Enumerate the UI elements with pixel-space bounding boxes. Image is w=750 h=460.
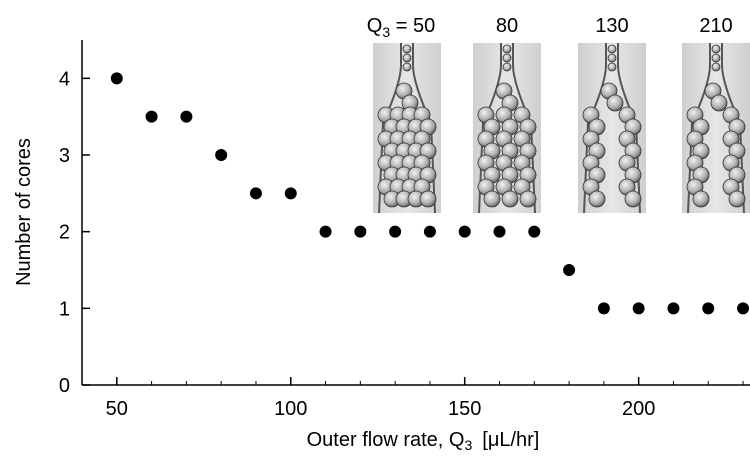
droplet xyxy=(607,53,617,63)
data-point xyxy=(319,225,332,238)
data-point xyxy=(458,225,471,238)
data-point xyxy=(597,302,610,315)
data-point xyxy=(563,264,576,276)
inset-image: 80 xyxy=(473,15,541,214)
y-tick-label: 4 xyxy=(59,68,70,90)
x-axis-title: Outer flow rate, Q3 [μL/hr] xyxy=(307,429,540,453)
droplet xyxy=(402,62,412,72)
inset-image: 210 xyxy=(682,15,750,214)
data-point xyxy=(632,302,645,315)
data-point xyxy=(110,72,123,85)
y-tick-label: 1 xyxy=(59,298,70,320)
droplet xyxy=(402,53,412,63)
droplet xyxy=(711,53,721,63)
data-point xyxy=(145,110,158,123)
droplet xyxy=(711,44,721,54)
y-tick-label: 0 xyxy=(59,375,70,397)
droplet xyxy=(711,62,721,72)
droplet xyxy=(419,190,437,208)
tick-group: 0 1 2 3 4 50 100 150 200 xyxy=(59,68,744,420)
x-tick-label: 100 xyxy=(274,398,307,420)
data-point xyxy=(249,187,262,200)
data-point xyxy=(737,302,750,315)
inset-images: Q3 = 50 80 130 210 xyxy=(367,15,750,214)
data-point xyxy=(389,225,402,238)
inset-label: 210 xyxy=(699,15,732,37)
droplet xyxy=(501,190,519,208)
droplet xyxy=(607,44,617,54)
y-tick-label: 2 xyxy=(59,222,70,244)
data-point xyxy=(493,225,506,238)
data-point xyxy=(423,225,436,238)
inset-label: Q3 = 50 xyxy=(367,15,435,40)
y-tick-label: 3 xyxy=(59,145,70,167)
droplet xyxy=(692,190,710,208)
droplet xyxy=(728,190,746,208)
data-point xyxy=(528,225,541,238)
data-point xyxy=(702,302,715,315)
data-point xyxy=(284,187,297,200)
x-tick-label: 200 xyxy=(622,398,655,420)
inset-label: 80 xyxy=(496,15,518,37)
inset-image: 130 xyxy=(578,15,646,214)
droplet xyxy=(519,190,537,208)
droplet xyxy=(502,44,512,54)
inset-image: Q3 = 50 xyxy=(367,15,441,214)
x-tick-label: 150 xyxy=(448,398,481,420)
x-tick-label: 50 xyxy=(106,398,128,420)
droplet xyxy=(588,190,606,208)
inset-label: 130 xyxy=(595,15,628,37)
droplet xyxy=(402,44,412,54)
droplet xyxy=(607,62,617,72)
droplet xyxy=(502,62,512,72)
data-point xyxy=(180,110,193,123)
data-point xyxy=(667,302,680,315)
data-point xyxy=(215,149,228,161)
data-series xyxy=(110,72,750,315)
droplet xyxy=(483,190,501,208)
droplet xyxy=(606,94,624,112)
droplet xyxy=(624,190,642,208)
y-axis-title: Number of cores xyxy=(13,138,35,286)
droplet xyxy=(502,53,512,63)
data-point xyxy=(354,225,367,238)
droplet xyxy=(710,94,728,112)
